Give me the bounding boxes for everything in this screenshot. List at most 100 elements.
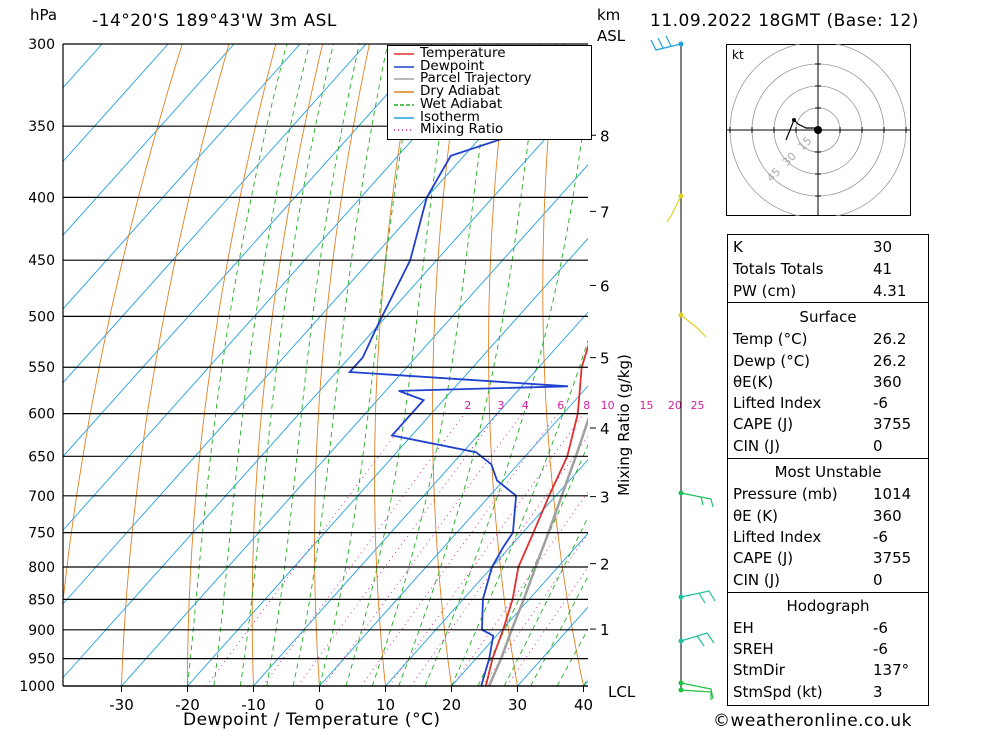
dry-adiabat-line — [978, 44, 1000, 686]
mixing-ratio-label: 4 — [522, 399, 529, 412]
dry-adiabat-line — [63, 44, 183, 607]
wet-adiabat-line — [530, 575, 588, 686]
km-tick-label: 4 — [600, 420, 610, 438]
surface-cape-value: 3755 — [873, 415, 912, 433]
km-tick-label: 1 — [600, 621, 610, 639]
eh-value: -6 — [873, 619, 888, 637]
wind-barb — [650, 39, 682, 51]
pressure-tick-label: 950 — [28, 652, 55, 668]
temperature-tick-label: -10 — [241, 696, 266, 714]
sreh-label: SREH — [733, 640, 774, 658]
k-index-label: K — [733, 238, 743, 256]
pressure-tick-label: 850 — [28, 592, 55, 608]
datetime-title: 11.09.2022 18GMT (Base: 12) — [650, 11, 919, 31]
km-tick-label: 3 — [600, 489, 610, 507]
dry-adiabat-line — [314, 44, 370, 686]
mu-cape-label: CAPE (J) — [733, 549, 794, 567]
isotherm-line — [63, 44, 499, 531]
isotherm-line — [63, 44, 169, 163]
mixing-ratio-label: 25 — [691, 399, 705, 412]
isotherm-line — [451, 532, 588, 686]
pressure-tick-label: 450 — [28, 253, 55, 269]
legend-label: Mixing Ratio — [420, 121, 504, 138]
wet-adiabat-line — [424, 90, 588, 686]
pw-value: 4.31 — [873, 282, 907, 300]
dry-adiabat-line — [488, 44, 518, 686]
mixing-ratio-label: 6 — [557, 399, 564, 412]
dewpoint-series — [347, 61, 588, 686]
units-hpa: hPa — [30, 6, 58, 24]
mixing-ratio-line — [388, 413, 584, 686]
totals-totals-value: 41 — [873, 260, 893, 278]
isotherm-line — [63, 44, 301, 310]
wind-barb — [665, 35, 672, 47]
temperature-tick-label: 0 — [315, 696, 325, 714]
legend-swatch — [394, 116, 414, 119]
dry-adiabat-line — [931, 44, 1000, 686]
surface-title: Surface — [799, 308, 857, 326]
wind-barb — [680, 492, 714, 508]
dry-adiabat-line — [432, 44, 464, 686]
wind-barb — [698, 592, 706, 604]
surface-thetae-label: θE(K) — [733, 373, 774, 391]
mixing-ratio-line — [360, 413, 558, 686]
hodograph-table: Hodograph EH -6 SREH -6 StmDir 137° StmSpd … — [727, 592, 929, 706]
pressure-tick-label: 650 — [28, 449, 55, 465]
units-km: km — [597, 6, 621, 24]
mu-cin-value: 0 — [873, 571, 883, 589]
mu-thetae-value: 360 — [873, 507, 902, 525]
pressure-tick-label: 1000 — [19, 679, 55, 695]
wind-barb — [680, 632, 715, 644]
most-unstable-title: Most Unstable — [774, 463, 882, 481]
location-title: -14°20'S 189°43'W 3m ASL — [92, 11, 337, 31]
surface-cin-value: 0 — [873, 437, 883, 455]
mu-cin-label: CIN (J) — [733, 571, 781, 589]
surface-dewp-value: 26.2 — [873, 352, 907, 370]
wet-adiabat-line — [266, 44, 360, 686]
isotherm-line — [63, 44, 433, 458]
hodograph-storm-marker — [814, 126, 822, 134]
legend-swatch — [394, 91, 414, 93]
dry-adiabat-line — [374, 44, 417, 686]
legend-label: Parcel Trajectory — [420, 70, 532, 87]
temperature-tick-label: 30 — [508, 696, 527, 714]
legend-swatch — [394, 78, 414, 81]
legend-swatch — [394, 129, 414, 131]
mixing-ratio-axis-title: Mixing Ratio (g/kg) — [615, 354, 633, 496]
mixing-ratio-label: 10 — [601, 399, 615, 412]
legend-label: Wet Adiabat — [420, 95, 503, 112]
wet-adiabat-line — [451, 339, 588, 686]
wind-barb — [680, 689, 712, 700]
mu-thetae-label: θE (K) — [733, 507, 778, 525]
pressure-tick-label: 800 — [28, 560, 55, 576]
mu-cape-value: 3755 — [873, 549, 912, 567]
mu-pressure-value: 1014 — [873, 485, 912, 503]
hodograph-top-marker — [792, 118, 796, 122]
stmspd-label: StmSpd (kt) — [733, 683, 823, 701]
legend-swatch — [394, 103, 414, 106]
surface-cape-label: CAPE (J) — [733, 415, 794, 433]
stmdir-value: 137° — [873, 661, 910, 679]
wet-adiabat-line — [239, 44, 334, 686]
dry-adiabat-line — [187, 44, 277, 686]
pressure-tick-label: 550 — [28, 360, 55, 376]
wind-barb — [696, 635, 705, 647]
totals-totals-label: Totals Totals — [733, 260, 824, 278]
surface-dewp-label: Dewp (°C) — [733, 352, 811, 370]
km-tick-label: 6 — [600, 277, 610, 295]
copyright-link[interactable]: ©weatheronline.co.uk — [713, 711, 913, 731]
isotherm-line — [63, 90, 588, 679]
isotherm-line — [121, 164, 588, 686]
wind-barb — [680, 314, 707, 338]
legend-swatch — [394, 65, 414, 68]
temperature-tick-label: -20 — [175, 696, 200, 714]
wind-barb — [666, 195, 682, 223]
mixing-ratio-label: 3 — [497, 399, 504, 412]
mu-pressure-label: Pressure (mb) — [733, 485, 838, 503]
mixing-ratio-line — [262, 413, 465, 686]
mixing-ratio-label: 2 — [464, 399, 471, 412]
wind-barb — [657, 37, 664, 49]
km-tick-label: 5 — [600, 350, 610, 368]
pressure-tick-label: 350 — [28, 119, 55, 135]
temperature-tick-label: 10 — [376, 696, 395, 714]
